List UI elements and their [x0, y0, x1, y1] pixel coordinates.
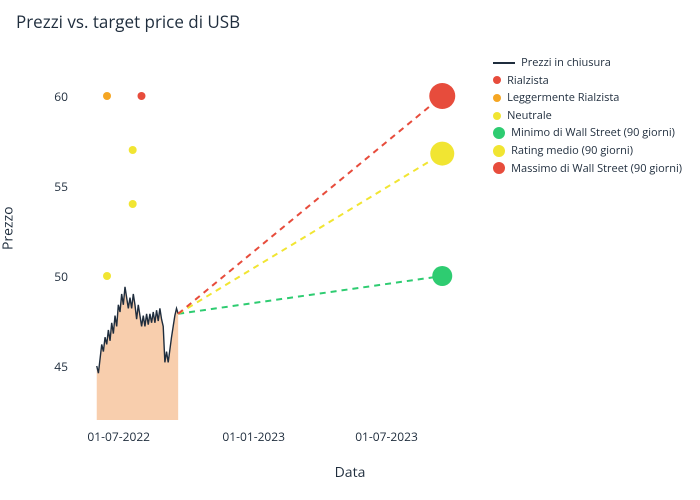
legend-swatch	[493, 162, 505, 174]
y-tick-label: 45	[38, 358, 68, 375]
x-tick-label: 01-07-2023	[355, 428, 418, 445]
projection-line-min	[178, 276, 442, 314]
target-point	[103, 92, 111, 100]
legend-swatch	[493, 76, 501, 84]
legend-swatch	[493, 145, 505, 157]
x-tick-label: 01-07-2022	[87, 428, 150, 445]
projection-dot-min	[432, 266, 452, 286]
legend-label: Prezzi in chiusura	[521, 54, 611, 72]
legend-item: Rating medio (90 giorni)	[493, 142, 682, 160]
legend-item: Massimo di Wall Street (90 giorni)	[493, 160, 682, 178]
y-tick-label: 50	[38, 268, 68, 285]
projection-dot-mean	[430, 142, 454, 166]
legend-swatch	[493, 112, 501, 120]
target-point	[129, 146, 137, 154]
legend-item: Rialzista	[493, 72, 682, 90]
target-point	[137, 92, 145, 100]
legend-item: Leggermente Rialzista	[493, 89, 682, 107]
legend-label: Neutrale	[507, 107, 552, 125]
legend-swatch	[493, 94, 501, 102]
y-tick-label: 55	[38, 178, 68, 195]
legend-label: Rialzista	[507, 72, 549, 90]
x-tick-label: 01-01-2023	[222, 428, 285, 445]
legend-item: Prezzi in chiusura	[493, 54, 682, 72]
legend-label: Minimo di Wall Street (90 giorni)	[511, 124, 675, 142]
y-tick-label: 60	[38, 88, 68, 105]
legend-swatch	[493, 62, 515, 64]
chart-container: Prezzi vs. target price di USB Prezzo Da…	[0, 0, 700, 500]
target-point	[129, 200, 137, 208]
legend-label: Rating medio (90 giorni)	[511, 142, 633, 160]
target-point	[103, 272, 111, 280]
legend: Prezzi in chiusuraRialzistaLeggermente R…	[493, 54, 682, 177]
projection-line-max	[178, 96, 442, 314]
legend-swatch	[493, 127, 505, 139]
legend-label: Leggermente Rialzista	[507, 89, 619, 107]
legend-label: Massimo di Wall Street (90 giorni)	[511, 160, 682, 178]
projection-dot-max	[429, 83, 455, 109]
legend-item: Neutrale	[493, 107, 682, 125]
projection-line-mean	[178, 154, 442, 314]
legend-item: Minimo di Wall Street (90 giorni)	[493, 124, 682, 142]
